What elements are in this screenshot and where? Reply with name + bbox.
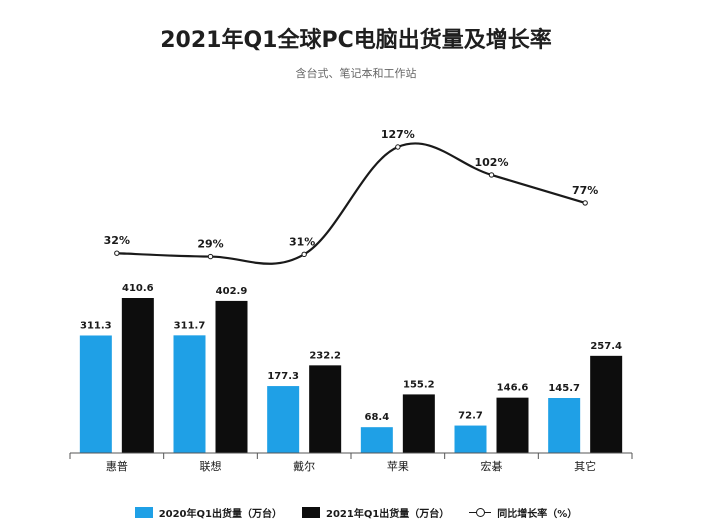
growth-line [116,142,586,265]
bar-2020 [548,397,581,453]
bar-label-2020: 72.7 [458,411,483,422]
bar-label-2021: 232.2 [309,350,341,361]
legend-item-growth: 同比增长率（%） [469,505,577,520]
bar-label-2021: 146.6 [497,383,529,394]
bar-label-2020: 311.7 [174,320,206,331]
growth-line-layer: 32% 29% 31% 127% 102% 77% [104,128,598,265]
bar-2021 [590,355,623,453]
growth-point [114,250,120,256]
growth-label: 102% [475,156,509,169]
legend-label-2020: 2020年Q1出货量（万台） [158,509,282,520]
growth-point [301,251,307,258]
growth-label: 77% [572,184,598,197]
bar-2021 [215,300,248,453]
legend-label-growth: 同比增长率（%） [497,509,578,520]
bar-2021 [121,298,154,453]
bar-label-2020: 177.3 [267,371,299,382]
growth-point [488,172,495,178]
bar-2020 [267,386,300,453]
bar-2020 [454,425,487,453]
x-tick-label: 苹果 [387,459,409,473]
bar-label-2020: 145.7 [548,383,580,394]
bar-label-2021: 402.9 [216,286,248,297]
bar-label-2021: 410.6 [122,283,154,294]
legend-item-2021: 2021年Q1出货量（万台） [301,505,450,520]
chart-subtitle: 含台式、笔记本和工作站 [295,67,417,80]
growth-label: 127% [381,128,415,141]
legend-swatch-2020 [134,507,153,518]
legend-line-marker-icon [469,507,492,518]
bar-2021 [309,365,342,453]
x-tick-label: 惠普 [106,459,128,473]
growth-label: 32% [104,234,130,247]
bar-2020 [79,335,112,453]
bar-2020 [173,335,206,453]
growth-label: 29% [197,238,223,251]
bar-2021 [402,394,435,453]
x-axis: 惠普 联想 戴尔 苹果 宏碁 其它 [69,452,633,473]
bar-label-2021: 155.2 [403,379,435,390]
legend-label-2021: 2021年Q1出货量（万台） [325,509,450,520]
growth-point [207,253,214,260]
bar-label-2020: 311.3 [80,320,112,331]
x-tick-label: 戴尔 [293,459,315,473]
legend-item-2020: 2020年Q1出货量（万台） [134,505,282,520]
bars-layer: 311.3 410.6 311.7 402.9 177.3 232.2 68.4 155.2 7… [79,283,623,453]
growth-label: 31% [289,235,315,248]
chart-title: 2021年Q1全球PC电脑出货量及增长率 [160,28,552,53]
bar-label-2020: 68.4 [364,412,389,423]
growth-point [395,144,401,150]
x-tick-label: 联想 [200,459,222,473]
x-tick-label: 宏碁 [481,459,503,473]
legend: 2020年Q1出货量（万台） 2021年Q1出货量（万台） 同比增长率（%） [0,505,712,520]
bar-2021 [496,397,529,453]
bar-2020 [360,427,393,453]
x-tick-label: 其它 [574,459,596,473]
bar-label-2021: 257.4 [590,341,622,352]
legend-swatch-2021 [301,507,320,518]
growth-point [582,200,588,206]
